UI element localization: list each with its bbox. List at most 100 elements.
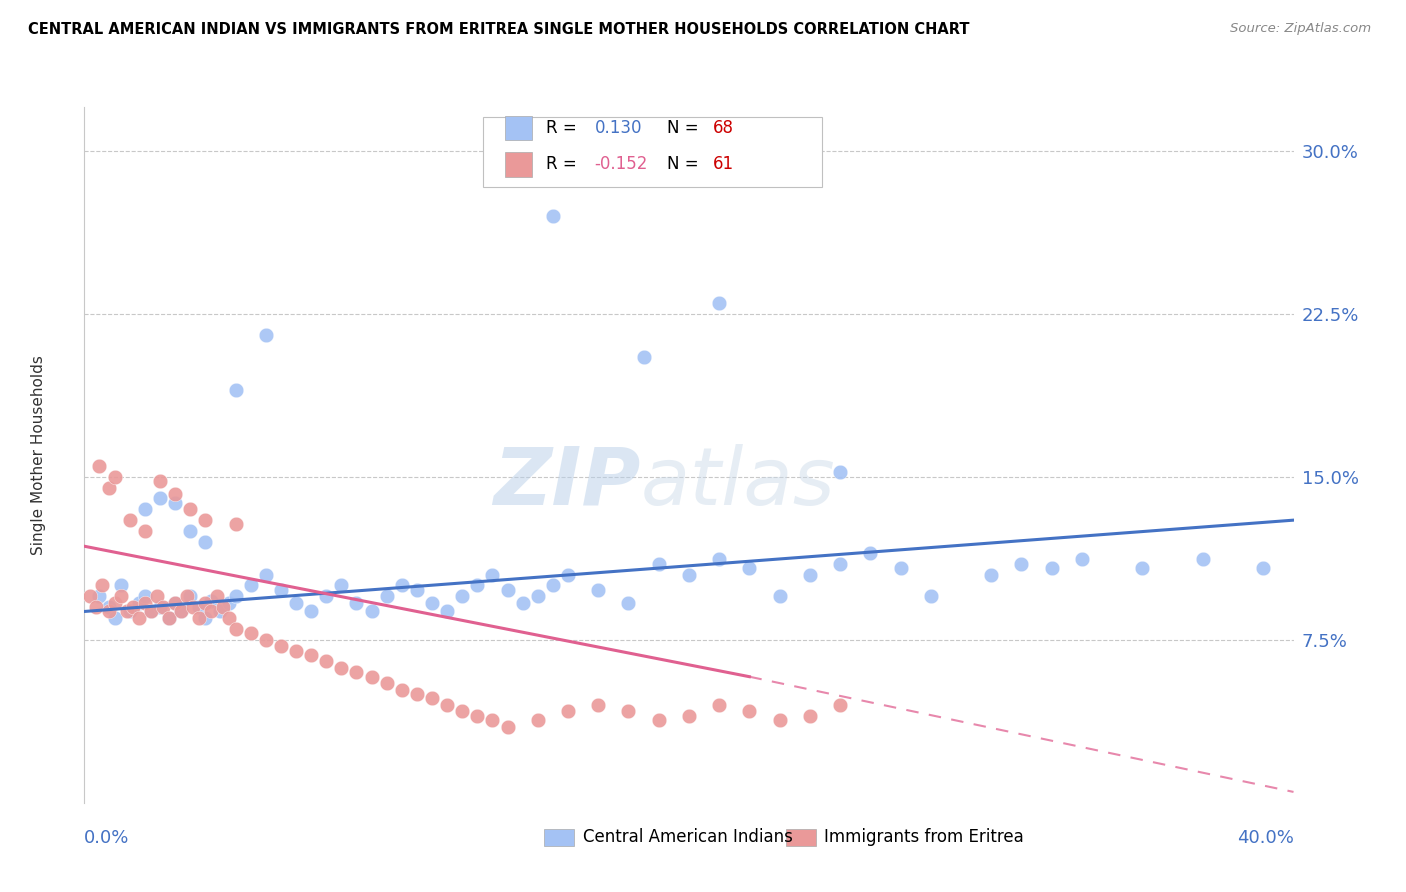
Point <box>830 466 852 480</box>
Point <box>617 596 640 610</box>
Point <box>1071 552 1094 566</box>
Point <box>481 713 503 727</box>
Point <box>420 691 443 706</box>
Point <box>97 481 120 495</box>
Point <box>481 567 503 582</box>
Point <box>648 557 671 571</box>
Point <box>254 567 277 582</box>
Point <box>218 611 240 625</box>
Point <box>890 561 912 575</box>
Point <box>225 517 247 532</box>
Point <box>115 605 138 619</box>
Point <box>557 705 579 719</box>
Point <box>179 502 201 516</box>
Point <box>1011 557 1033 571</box>
Point <box>104 596 127 610</box>
Point <box>270 582 292 597</box>
FancyBboxPatch shape <box>544 829 574 846</box>
Text: N =: N = <box>668 120 704 137</box>
Point <box>360 605 382 619</box>
Point <box>588 698 610 712</box>
Point <box>110 589 132 603</box>
Point <box>467 708 489 723</box>
Point <box>285 643 308 657</box>
Text: R =: R = <box>547 155 582 173</box>
Point <box>346 665 368 680</box>
Point <box>633 350 655 364</box>
Point <box>617 705 640 719</box>
Point <box>188 600 211 615</box>
Point <box>152 600 174 615</box>
Point <box>118 513 141 527</box>
Point <box>254 632 277 647</box>
Point <box>218 596 240 610</box>
Point <box>149 491 172 506</box>
Point <box>176 589 198 603</box>
Point <box>375 589 398 603</box>
Text: 0.130: 0.130 <box>595 120 643 137</box>
Point <box>859 546 882 560</box>
Point <box>360 670 382 684</box>
Point <box>225 622 247 636</box>
Point <box>104 469 127 483</box>
Point <box>648 713 671 727</box>
Point <box>110 578 132 592</box>
Point <box>769 713 792 727</box>
Point <box>451 589 474 603</box>
Point <box>200 593 222 607</box>
Point <box>128 596 150 610</box>
Point <box>181 600 204 615</box>
Text: -0.152: -0.152 <box>595 155 648 173</box>
Point <box>121 600 143 615</box>
FancyBboxPatch shape <box>505 116 531 140</box>
Point <box>239 626 262 640</box>
Point <box>346 596 368 610</box>
Point <box>830 698 852 712</box>
Point <box>254 328 277 343</box>
Point <box>330 661 353 675</box>
Point <box>118 605 141 619</box>
Point <box>270 639 292 653</box>
Point <box>496 720 519 734</box>
Point <box>194 611 217 625</box>
Point <box>165 496 187 510</box>
Point <box>157 611 180 625</box>
FancyBboxPatch shape <box>786 829 815 846</box>
Point <box>1130 561 1153 575</box>
Point <box>527 589 550 603</box>
Text: Source: ZipAtlas.com: Source: ZipAtlas.com <box>1230 22 1371 36</box>
Point <box>315 589 337 603</box>
Point <box>738 561 761 575</box>
Point <box>451 705 474 719</box>
Text: 68: 68 <box>713 120 734 137</box>
Point <box>200 605 222 619</box>
Point <box>188 611 211 625</box>
Point <box>139 605 162 619</box>
FancyBboxPatch shape <box>484 118 823 187</box>
Text: ZIP: ZIP <box>494 443 641 522</box>
Point <box>146 589 169 603</box>
Point <box>194 513 217 527</box>
Point <box>91 578 114 592</box>
Point <box>541 578 564 592</box>
Point <box>157 611 180 625</box>
Point <box>179 589 201 603</box>
Point <box>134 596 156 610</box>
Point <box>170 605 193 619</box>
Point <box>709 552 731 566</box>
Point <box>588 582 610 597</box>
Point <box>467 578 489 592</box>
Point <box>709 698 731 712</box>
Point <box>527 713 550 727</box>
Point <box>920 589 942 603</box>
Point <box>391 682 413 697</box>
Text: 61: 61 <box>713 155 734 173</box>
Point <box>239 578 262 592</box>
Text: 40.0%: 40.0% <box>1237 829 1294 847</box>
Point <box>391 578 413 592</box>
Point <box>134 589 156 603</box>
Text: R =: R = <box>547 120 582 137</box>
Point <box>406 687 429 701</box>
Point <box>375 676 398 690</box>
Point <box>541 209 564 223</box>
